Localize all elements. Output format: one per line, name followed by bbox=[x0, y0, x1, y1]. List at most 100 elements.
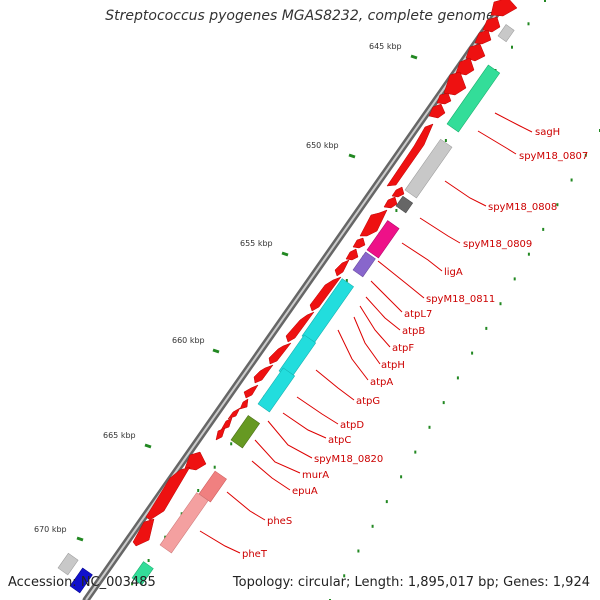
cog-block-olive[interactable] bbox=[230, 415, 261, 449]
gene-arrow[interactable] bbox=[309, 276, 342, 312]
guide-dot bbox=[556, 203, 559, 207]
kbp-tick bbox=[281, 251, 289, 257]
callout-line bbox=[337, 329, 369, 381]
gene-arrow[interactable] bbox=[132, 518, 155, 547]
kbp-tick bbox=[410, 54, 418, 60]
gene-arrow[interactable] bbox=[334, 259, 350, 277]
gene-arrow[interactable] bbox=[490, 0, 518, 17]
guide-dot bbox=[343, 574, 346, 578]
kbp-label: 655 kbp bbox=[240, 239, 273, 248]
cog-block-purple[interactable] bbox=[352, 251, 376, 278]
gene-label[interactable]: atpD bbox=[340, 420, 364, 431]
gene-arrow[interactable] bbox=[482, 16, 501, 33]
gene-arrow[interactable] bbox=[352, 237, 366, 249]
guide-dot bbox=[371, 524, 374, 528]
gene-label[interactable]: pheS bbox=[267, 516, 292, 527]
cog-block-gray[interactable] bbox=[404, 138, 453, 199]
callout-line bbox=[267, 420, 313, 459]
gene-label[interactable]: spyM18_0807 bbox=[519, 151, 588, 162]
guide-dot bbox=[485, 326, 488, 330]
gene-label[interactable]: atpH bbox=[381, 360, 405, 371]
gene-label[interactable]: atpC bbox=[328, 435, 351, 446]
guide-dot bbox=[511, 45, 513, 49]
guide-dot bbox=[230, 442, 233, 446]
cog-block-darkgray[interactable] bbox=[395, 195, 414, 214]
guide-dot bbox=[513, 277, 516, 281]
guide-dot bbox=[197, 489, 200, 492]
gene-arrow[interactable] bbox=[184, 451, 207, 471]
gene-arrow[interactable] bbox=[474, 29, 492, 45]
gene-arrow[interactable] bbox=[253, 364, 274, 384]
kbp-tick bbox=[348, 153, 356, 159]
cog-block-gray[interactable] bbox=[57, 552, 79, 576]
gene-label[interactable]: atpL7 bbox=[404, 309, 432, 320]
gene-label[interactable]: ligA bbox=[444, 267, 463, 278]
map-title: Streptococcus pyogenes MGAS8232, complet… bbox=[105, 8, 495, 24]
gene-label[interactable]: atpA bbox=[370, 377, 393, 388]
gene-arrow[interactable] bbox=[215, 427, 226, 441]
gene-arrow[interactable] bbox=[227, 407, 241, 420]
guide-dot bbox=[213, 465, 216, 469]
guide-dot bbox=[471, 351, 474, 355]
callout-line bbox=[359, 305, 391, 348]
gene-label[interactable]: atpF bbox=[392, 343, 414, 354]
gene-label[interactable]: murA bbox=[302, 470, 329, 481]
guide-dot bbox=[456, 376, 459, 380]
cog-block-green[interactable] bbox=[131, 561, 154, 586]
gene-labels: sagH spyM18_0807 spyM18_0808 spyM18_0809… bbox=[242, 127, 588, 560]
gene-label[interactable]: spyM18_0820 bbox=[314, 454, 383, 465]
accession-text: Accession: NC_003485 bbox=[8, 575, 156, 590]
gene-arrow[interactable] bbox=[243, 384, 259, 399]
callout-line bbox=[377, 260, 425, 299]
guide-dot bbox=[527, 22, 530, 26]
callout-line bbox=[494, 112, 533, 133]
gene-arrow[interactable] bbox=[391, 186, 405, 198]
guide-dot bbox=[357, 549, 360, 553]
cog-block-magenta[interactable] bbox=[366, 220, 400, 259]
gene-arrow[interactable] bbox=[359, 209, 388, 237]
gene-arrow[interactable] bbox=[465, 43, 486, 62]
kbp-label: 650 kbp bbox=[306, 141, 339, 150]
gene-label[interactable]: atpG bbox=[356, 396, 380, 407]
gene-arrow[interactable] bbox=[455, 57, 475, 76]
guide-dot bbox=[544, 0, 546, 2]
callout-line bbox=[477, 130, 517, 155]
gene-label[interactable]: pheT bbox=[242, 549, 268, 560]
kbp-label: 645 kbp bbox=[369, 42, 402, 51]
gene-label[interactable]: sagH bbox=[535, 127, 560, 138]
guide-dot bbox=[570, 178, 573, 182]
gene-arrow[interactable] bbox=[386, 123, 434, 187]
genome-summary-text: Topology: circular; Length: 1,895,017 bp… bbox=[232, 575, 590, 590]
gene-arrow[interactable] bbox=[436, 92, 452, 105]
gene-arrow[interactable] bbox=[268, 342, 292, 365]
cog-block-atp[interactable] bbox=[257, 367, 296, 413]
guide-dot bbox=[385, 500, 388, 504]
gene-arrow[interactable] bbox=[383, 196, 398, 209]
callout-lines bbox=[199, 112, 533, 554]
cog-block-gray[interactable] bbox=[497, 24, 515, 43]
guide-dot bbox=[444, 139, 447, 142]
gene-arrow[interactable] bbox=[239, 398, 249, 410]
forward-strand-genes bbox=[132, 0, 518, 547]
gene-arrow[interactable] bbox=[443, 71, 467, 96]
cog-block-green[interactable] bbox=[446, 64, 501, 133]
gene-arrow[interactable] bbox=[285, 311, 315, 343]
gene-label[interactable]: spyM18_0811 bbox=[426, 294, 495, 305]
gene-label[interactable]: atpB bbox=[402, 326, 425, 337]
callout-line bbox=[370, 280, 403, 313]
gene-label[interactable]: spyM18_0808 bbox=[488, 202, 557, 213]
kbp-ticks bbox=[76, 54, 418, 542]
guide-dot bbox=[345, 279, 348, 282]
cog-block-salmon[interactable] bbox=[159, 492, 209, 554]
gene-label[interactable]: epuA bbox=[292, 486, 318, 497]
cog-block-blue[interactable] bbox=[69, 567, 93, 594]
callout-line bbox=[353, 316, 381, 365]
gene-arrow[interactable] bbox=[345, 248, 359, 261]
kbp-tick bbox=[144, 443, 152, 449]
gene-label[interactable]: spyM18_0809 bbox=[463, 239, 532, 250]
gene-arrow[interactable] bbox=[220, 417, 233, 431]
gene-arrow[interactable] bbox=[428, 103, 446, 119]
genome-backbone-highlight bbox=[85, 0, 507, 600]
callout-line bbox=[199, 530, 241, 554]
